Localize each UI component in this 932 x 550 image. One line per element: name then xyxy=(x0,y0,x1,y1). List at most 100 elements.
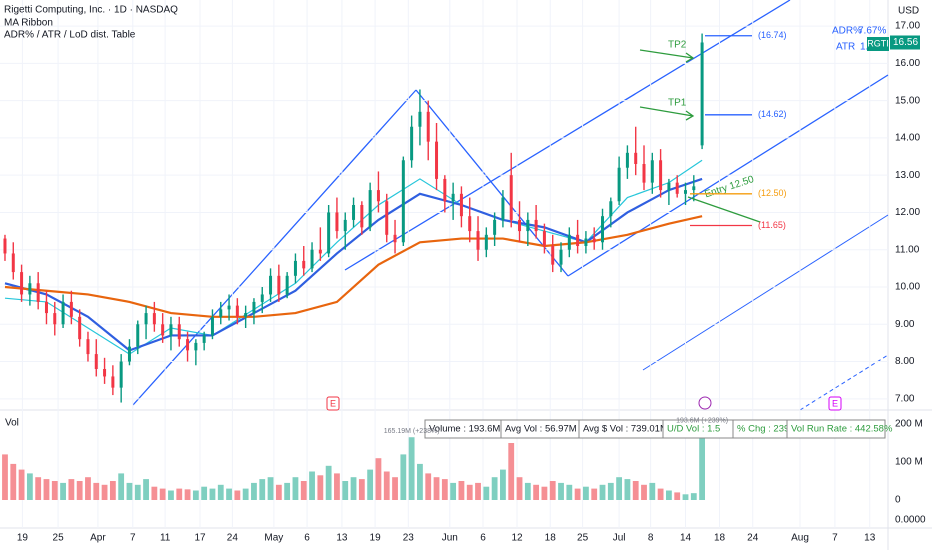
volume-bar xyxy=(143,479,149,500)
volume-bar xyxy=(242,488,249,500)
y-tick-label: 8.00 xyxy=(895,356,915,367)
volume-bar xyxy=(43,479,50,500)
volume-bar xyxy=(483,486,490,500)
volume-bar xyxy=(541,486,548,500)
volume-bar xyxy=(18,469,25,500)
candle-body xyxy=(542,231,546,246)
stats-text: % Chg : 239.8% xyxy=(737,424,806,435)
x-tick-label: Jun xyxy=(442,533,458,544)
candle-body xyxy=(119,361,123,388)
pitchfork-tine xyxy=(344,0,791,271)
volume-bar xyxy=(201,486,208,500)
earnings-label: E xyxy=(832,398,838,408)
volume-bar xyxy=(624,479,631,500)
y-tick-label: 14.00 xyxy=(895,133,920,144)
candle-body xyxy=(78,316,82,340)
candle-body xyxy=(609,201,613,217)
volume-bar xyxy=(85,477,91,500)
candle-body xyxy=(11,253,15,273)
candle-body xyxy=(136,324,140,347)
candle-body xyxy=(127,346,131,362)
volume-bar xyxy=(632,481,639,500)
candle-body xyxy=(410,126,414,161)
candle-body xyxy=(219,309,223,317)
volume-bar xyxy=(226,488,232,500)
x-tick-label: 13 xyxy=(336,533,348,544)
candle-body xyxy=(393,234,397,243)
chart-title: Rigetti Computing, Inc. · 1D · NASDAQ xyxy=(4,5,178,16)
candle-body xyxy=(335,212,339,232)
arrow xyxy=(639,49,695,63)
level-label: (16.74) xyxy=(758,30,787,40)
volume-bar xyxy=(350,477,357,500)
volume-bar xyxy=(168,490,174,500)
level-label: (11.65) xyxy=(758,220,786,230)
volume-bar xyxy=(159,488,166,500)
moving-average xyxy=(4,159,703,355)
candle-body xyxy=(501,197,505,220)
candle-body xyxy=(327,212,331,254)
candle-body xyxy=(443,178,447,202)
volume-bar xyxy=(549,481,556,500)
volume-bar xyxy=(68,479,75,500)
candle-body xyxy=(451,193,455,202)
candle-body xyxy=(177,324,181,340)
candle-body xyxy=(476,231,480,250)
candle-body xyxy=(210,316,214,336)
stats-text: Avg $ Vol : 739.01M xyxy=(583,424,668,435)
candle-body xyxy=(194,342,198,351)
candle-body xyxy=(493,219,497,235)
volume-bar xyxy=(234,490,241,500)
dividend-icon xyxy=(698,396,712,410)
volume-bar xyxy=(93,482,100,500)
candle-body xyxy=(69,301,73,317)
volume-bar xyxy=(76,481,83,500)
volume-bar xyxy=(134,484,141,500)
pitchfork-handle xyxy=(132,89,417,406)
candle-body xyxy=(44,301,48,314)
candle-body xyxy=(103,369,107,377)
candle-body xyxy=(277,275,281,295)
volume-bar xyxy=(309,471,315,500)
volume-label: Vol xyxy=(5,418,19,429)
candles xyxy=(0,0,888,528)
volume-tick-label: 200 M xyxy=(895,419,923,430)
volume-bar xyxy=(674,492,681,500)
pitchfork-tine xyxy=(799,354,889,411)
volume-tick-label: 100 M xyxy=(895,457,923,468)
x-tick-label: May xyxy=(264,533,283,544)
volume-bar xyxy=(184,489,191,500)
candle-body xyxy=(152,313,156,325)
volume-bar xyxy=(375,458,382,500)
candle-body xyxy=(94,354,98,369)
candle-body xyxy=(518,219,522,232)
annotation: TP2 xyxy=(668,40,687,51)
candle-body xyxy=(302,260,306,269)
volume-bar xyxy=(466,484,473,500)
x-tick-label: 13 xyxy=(864,533,876,544)
candle-body xyxy=(36,283,40,302)
x-tick-label: 24 xyxy=(747,533,759,544)
volume-bar xyxy=(417,463,423,500)
candle-body xyxy=(111,376,115,388)
candle-body xyxy=(161,324,165,336)
volume-bar xyxy=(450,482,457,500)
volume-bar xyxy=(400,454,407,500)
volume-bar xyxy=(425,473,432,500)
candle-body xyxy=(227,305,231,310)
candle-body xyxy=(459,193,463,217)
candle-body xyxy=(484,234,488,250)
volume-bar xyxy=(367,469,374,500)
volume-bar xyxy=(566,484,573,500)
y-tick-label: 7.00 xyxy=(895,393,915,404)
volume-bar xyxy=(516,477,523,500)
x-tick-label: 14 xyxy=(680,533,692,544)
volume-stats: Volume : 193.6M Avg Vol : 56.97M Avg $ Vol… xyxy=(424,419,893,439)
candle-body xyxy=(576,234,580,246)
volume-bar xyxy=(524,482,531,500)
pitchfork-tine xyxy=(642,214,889,371)
candle-body xyxy=(269,275,273,295)
volume-bar xyxy=(275,484,282,500)
